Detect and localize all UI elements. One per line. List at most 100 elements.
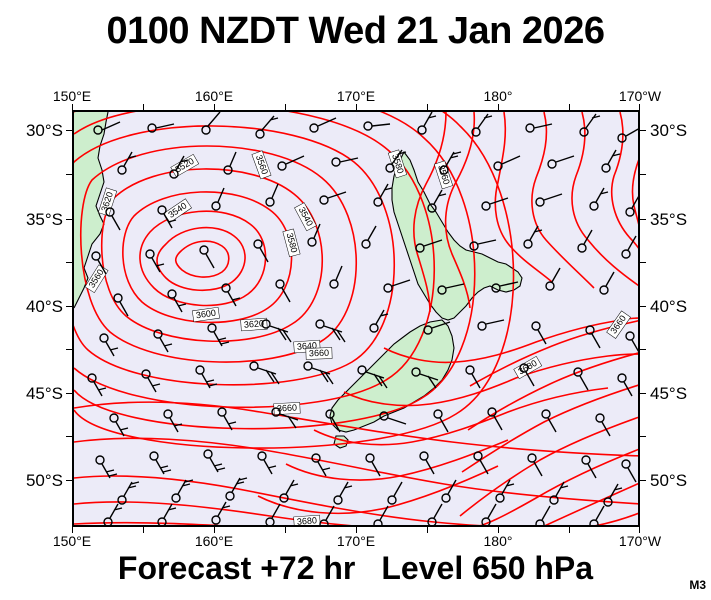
lon-label-bottom-2: 170°E [336,533,376,549]
wind-barb [439,151,462,175]
wind-barb [545,267,561,291]
contour-right-8 [461,384,638,473]
lon-label-top-3: 180° [483,88,513,104]
wind-barb [433,409,449,433]
wind-barb [617,373,633,397]
lat-label-right-2: 40°S [650,297,688,316]
wind-barb [145,249,165,273]
wind-barb [109,413,129,437]
wind-barb [589,505,605,525]
wind-barb [265,183,279,207]
tick-lat-left-1 [66,174,72,175]
lon-label-top-1: 160°E [194,88,234,104]
tick-lon-top-2 [214,104,215,110]
contour-label-group: 3540 3520 3560 3580 3540 3600 [84,149,631,526]
wind-barb [325,409,341,433]
contour-right-10 [479,448,638,525]
contour-label: 3560 [251,150,272,180]
wind-barb [373,505,389,525]
wind-barb [535,505,551,525]
wind-barb [319,505,335,525]
wind-barb [481,503,497,525]
contour-3540 [139,210,267,307]
wind-barb [87,373,107,397]
svg-text:3640: 3640 [297,340,318,351]
wind-barb [541,409,557,433]
wind-barbs [87,112,638,525]
lon-label-top-2: 170°E [336,88,376,104]
contour-right-11 [544,482,638,525]
wind-barb [603,483,623,507]
tick-lon-bottom-8 [639,527,640,533]
wind-barb [315,319,346,343]
wind-barb [579,113,601,137]
page-title: 0100 NZDT Wed 21 Jan 2026 [106,10,605,52]
height-contours [74,112,638,525]
tick-lat-right-6 [640,393,646,394]
wind-barb [329,265,343,289]
tick-lat-left-2 [66,219,72,220]
wind-barb [199,245,215,269]
wind-barb [365,453,381,477]
tick-lon-top-6 [498,104,499,110]
wind-barb [99,333,119,357]
wind-barb [113,293,129,317]
forecast-label: Forecast +72 hr [117,550,356,586]
wind-barb [385,149,407,173]
wind-barb [383,279,411,293]
wind-barb [487,407,503,431]
tick-lat-right-8 [640,480,646,481]
wind-barb [117,481,140,505]
tick-lon-bottom-6 [498,527,499,533]
svg-text:3680: 3680 [297,515,318,526]
tick-lat-right-5 [640,349,646,350]
wind-barb [163,409,183,433]
contour-label: 3620 [240,317,268,332]
wind-barb [147,123,175,133]
wind-barb [103,503,123,525]
contour-label: 3580 [282,228,301,258]
tick-lon-bottom-1 [143,527,144,533]
contour-right-4 [610,112,638,249]
wind-barb [309,117,337,133]
wind-barb [253,239,269,263]
wind-barb [91,251,107,275]
wind-barb [441,479,457,503]
wind-barb [495,479,515,503]
wind-barb [211,187,225,211]
wind-barb [95,455,118,479]
footer-caption: Forecast +72 hr Level 650 hPa [0,550,711,587]
wind-barb [519,363,535,387]
tick-lat-left-6 [66,393,72,394]
wind-barb [373,183,393,207]
wind-barb [255,115,279,139]
tick-lat-left-8 [66,480,72,481]
level-label: Level 650 hPa [381,550,594,586]
lon-label-bottom-3: 180° [483,533,513,549]
ocean-background [74,112,638,525]
tick-lon-top-8 [639,104,640,110]
tick-lon-top-4 [356,104,357,110]
tick-lon-bottom-2 [214,527,215,533]
lat-label-left-2: 40°S [25,297,63,316]
svg-text:3620: 3620 [244,318,265,329]
wind-barb [331,157,359,167]
wind-barb [249,361,280,385]
wind-barb [599,271,615,295]
lon-label-bottom-1: 160°E [194,533,234,549]
svg-text:3660: 3660 [309,348,329,359]
tick-lat-right-0 [640,130,646,131]
contour-nz-2 [343,353,638,407]
wind-barb [549,481,569,505]
wind-barb [617,128,638,143]
tick-lon-top-7 [569,104,570,110]
lon-label-top-0: 150°E [52,88,92,104]
contour-right-5 [631,159,638,225]
wind-barb [379,411,407,425]
wind-barb [387,481,403,505]
weather-map-plot[interactable]: 3540 3520 3560 3580 3540 3600 [72,110,640,527]
wind-barb [477,319,505,331]
contour-right-9 [459,416,638,517]
wind-barb [465,365,481,389]
wind-barb [589,187,609,211]
